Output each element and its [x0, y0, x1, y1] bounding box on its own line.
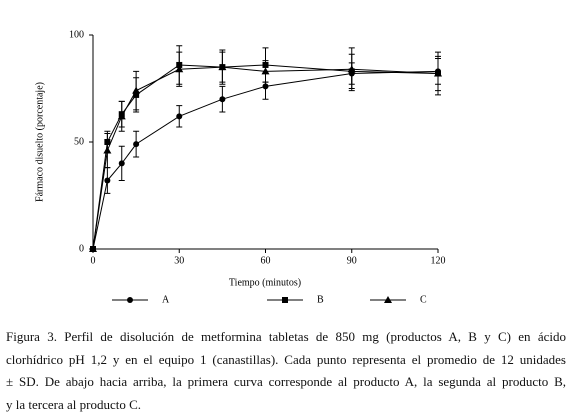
- legend-label: B: [317, 294, 324, 305]
- caption-line: y la tercera al producto C.: [6, 396, 141, 412]
- marker: [104, 177, 111, 184]
- marker: [347, 65, 356, 73]
- x-tick-label: 90: [347, 255, 357, 266]
- marker: [118, 160, 125, 167]
- marker: [261, 67, 270, 75]
- chart: Tiempo (minutos) Fármaco disuelto (porce…: [34, 29, 446, 305]
- y-tick-label: 50: [74, 136, 84, 147]
- marker: [434, 69, 442, 77]
- marker: [103, 146, 112, 154]
- marker: [219, 96, 226, 103]
- marker: [218, 63, 227, 71]
- marker: [133, 141, 140, 148]
- caption-line: clorhídrico pH 1,2 y en el equipo 1 (can…: [6, 351, 566, 367]
- marker: [175, 65, 184, 73]
- x-tick-label: 60: [261, 255, 271, 266]
- y-tick-label: 0: [79, 243, 84, 254]
- caption-line: ± SD. De abajo hacia arriba, la primera …: [6, 374, 566, 389]
- marker: [384, 296, 392, 303]
- y-tick-label: 100: [69, 29, 84, 40]
- x-tick-label: 0: [91, 255, 96, 266]
- marker: [127, 297, 133, 303]
- x-tick-label: 120: [431, 255, 446, 266]
- marker: [132, 86, 141, 94]
- y-axis-label: Fármaco disuelto (porcentaje): [34, 82, 45, 202]
- x-tick-label: 30: [174, 255, 184, 266]
- caption-line: Figura 3. Perfil de disolución de metfor…: [6, 329, 566, 344]
- marker: [262, 83, 269, 90]
- marker: [282, 297, 288, 303]
- x-axis-label: Tiempo (minutos): [229, 277, 301, 288]
- marker: [117, 112, 126, 120]
- legend-label: C: [420, 294, 427, 305]
- caption: Figura 3. Perfil de disolución de metfor…: [6, 326, 566, 416]
- marker: [89, 245, 97, 252]
- legend-label: A: [162, 294, 170, 305]
- marker: [176, 113, 183, 120]
